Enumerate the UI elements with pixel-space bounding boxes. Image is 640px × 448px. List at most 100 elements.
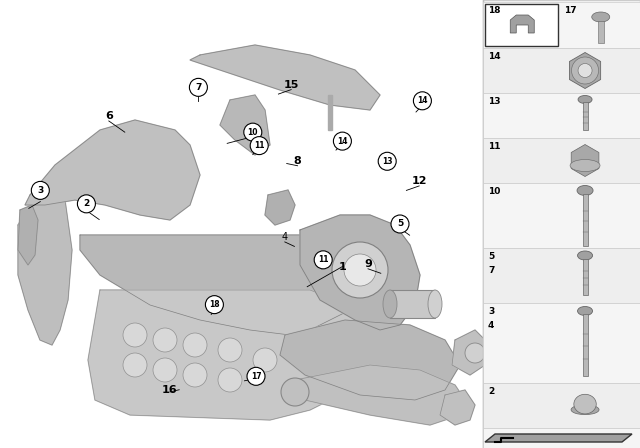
Polygon shape <box>290 365 465 425</box>
Circle shape <box>244 123 262 141</box>
Circle shape <box>183 363 207 387</box>
Ellipse shape <box>592 12 610 22</box>
Text: 11: 11 <box>318 255 328 264</box>
Circle shape <box>281 378 309 406</box>
Circle shape <box>344 254 376 286</box>
Text: 4: 4 <box>488 321 494 330</box>
Text: 15: 15 <box>284 80 299 90</box>
Polygon shape <box>485 434 632 442</box>
Bar <box>483 93 640 138</box>
Bar <box>483 183 640 248</box>
Text: 2: 2 <box>83 199 90 208</box>
Circle shape <box>183 333 207 357</box>
Polygon shape <box>190 45 380 110</box>
Bar <box>483 48 640 93</box>
Circle shape <box>123 323 147 347</box>
Circle shape <box>153 358 177 382</box>
Circle shape <box>578 64 592 78</box>
Text: 5: 5 <box>397 220 403 228</box>
Circle shape <box>465 343 485 363</box>
Text: 14: 14 <box>488 52 500 61</box>
Polygon shape <box>18 175 72 345</box>
Bar <box>483 2 640 48</box>
Polygon shape <box>80 235 360 335</box>
Text: 6: 6 <box>105 112 113 121</box>
Polygon shape <box>18 205 38 265</box>
Polygon shape <box>452 330 490 375</box>
Text: 9: 9 <box>364 259 372 269</box>
Ellipse shape <box>578 95 592 103</box>
Circle shape <box>153 328 177 352</box>
Bar <box>390 290 435 318</box>
Text: 5: 5 <box>488 252 494 261</box>
Circle shape <box>332 242 388 298</box>
Circle shape <box>253 348 277 372</box>
Bar <box>582 259 588 295</box>
Text: 17: 17 <box>564 6 577 15</box>
Bar <box>483 383 640 428</box>
Bar <box>0 0 483 448</box>
Ellipse shape <box>428 290 442 318</box>
Ellipse shape <box>574 394 596 414</box>
Bar <box>582 103 588 130</box>
Text: 13: 13 <box>382 157 392 166</box>
Text: 11: 11 <box>488 142 500 151</box>
Ellipse shape <box>577 306 593 315</box>
Text: 12: 12 <box>412 177 427 186</box>
Text: 10: 10 <box>248 128 258 137</box>
Circle shape <box>572 57 598 84</box>
Polygon shape <box>265 190 295 225</box>
Circle shape <box>413 92 431 110</box>
Bar <box>598 21 604 43</box>
Text: 2: 2 <box>488 387 494 396</box>
Bar <box>582 314 588 376</box>
Text: 7: 7 <box>488 266 494 275</box>
Text: 18: 18 <box>209 300 220 309</box>
Text: 18: 18 <box>488 6 500 15</box>
Polygon shape <box>300 215 420 330</box>
Polygon shape <box>220 95 270 155</box>
Bar <box>483 248 640 303</box>
Ellipse shape <box>577 251 593 260</box>
Text: 17: 17 <box>251 372 261 381</box>
Ellipse shape <box>383 290 397 318</box>
Text: 7: 7 <box>195 83 202 92</box>
Polygon shape <box>88 290 360 420</box>
Text: 3: 3 <box>488 307 494 316</box>
Polygon shape <box>328 95 332 130</box>
Circle shape <box>391 215 409 233</box>
Polygon shape <box>280 320 460 400</box>
Ellipse shape <box>570 159 600 172</box>
Circle shape <box>247 367 265 385</box>
Circle shape <box>378 152 396 170</box>
Text: 16: 16 <box>162 385 177 395</box>
Ellipse shape <box>571 405 599 414</box>
Text: 10: 10 <box>488 187 500 196</box>
Circle shape <box>333 132 351 150</box>
Polygon shape <box>440 390 475 425</box>
Circle shape <box>218 338 242 362</box>
Bar <box>485 4 558 46</box>
Text: 14: 14 <box>337 137 348 146</box>
Ellipse shape <box>577 185 593 195</box>
Circle shape <box>205 296 223 314</box>
Bar <box>582 194 588 246</box>
Circle shape <box>77 195 95 213</box>
Text: 13: 13 <box>488 97 500 106</box>
Bar <box>483 0 640 448</box>
Bar <box>483 428 640 448</box>
Circle shape <box>31 181 49 199</box>
Text: 8: 8 <box>294 156 301 166</box>
Bar <box>483 138 640 183</box>
Circle shape <box>189 78 207 96</box>
Circle shape <box>250 137 268 155</box>
Polygon shape <box>25 120 200 220</box>
Circle shape <box>218 368 242 392</box>
Text: 11: 11 <box>254 141 264 150</box>
Text: 1: 1 <box>339 262 346 271</box>
Circle shape <box>123 353 147 377</box>
Polygon shape <box>510 15 534 33</box>
Text: 4: 4 <box>282 233 288 242</box>
Text: 14: 14 <box>417 96 428 105</box>
Circle shape <box>314 251 332 269</box>
